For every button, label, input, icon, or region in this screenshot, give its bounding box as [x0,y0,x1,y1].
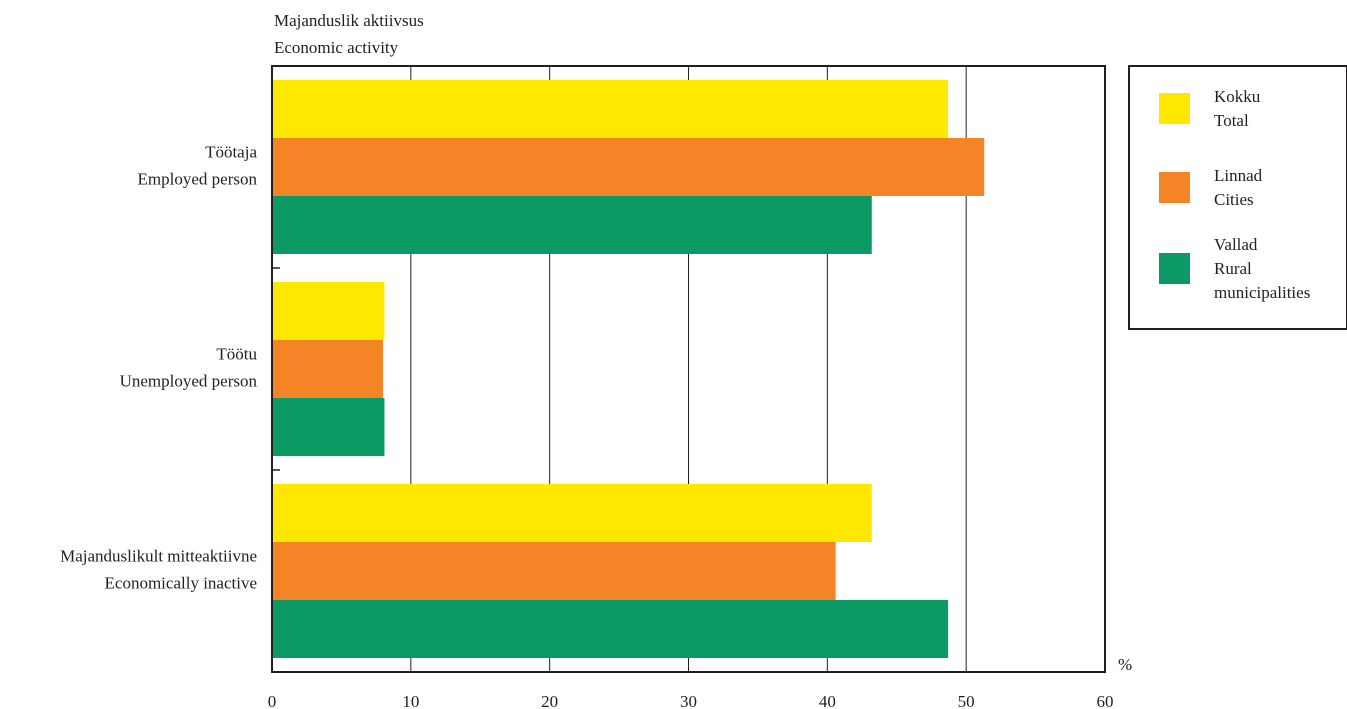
x-tick-label: 30 [680,692,697,709]
y-axis-title-line-1: Majanduslik aktiivsus [274,11,424,30]
plot-frame [271,65,1106,673]
bars [273,80,985,658]
x-tick-label: 40 [819,692,836,709]
legend-frame [1128,65,1347,330]
legend: Kokku Total Linnad Cities Vallad Rural municip… [1128,65,1347,330]
bar [273,138,985,196]
bar [273,340,384,398]
legend-label: Cities [1214,190,1254,209]
bar [273,542,836,600]
category-label: Economically inactive [105,574,257,593]
legend-label: Rural [1214,259,1252,278]
x-tick-labels: 0 10 20 30 40 50 60 [268,692,1114,709]
legend-swatch [1159,172,1190,203]
x-tick-label: 50 [958,692,975,709]
category-separators [272,267,280,471]
x-unit-label: % [1118,655,1132,674]
legend-label: municipalities [1214,283,1310,302]
legend-swatch [1159,93,1190,124]
x-tick-label: 20 [541,692,558,709]
bar [273,196,872,254]
category-labels: Töötaja Employed person Töötu Unemployed pe… [60,143,257,593]
bar [273,282,385,340]
x-tick-label: 60 [1097,692,1114,709]
legend-label: Linnad [1214,166,1263,185]
category-label: Majanduslikult mitteaktiivne [60,547,257,566]
bar [273,398,385,456]
category-label: Unemployed person [120,372,258,391]
y-axis-title-line-2: Economic activity [274,38,399,57]
legend-label: Kokku [1214,87,1261,106]
x-tick-label: 0 [268,692,277,709]
legend-label: Vallad [1214,235,1258,254]
bar [273,80,949,138]
legend-label: Total [1214,111,1249,130]
x-tick-label: 10 [402,692,419,709]
legend-swatch [1159,253,1190,284]
bar [273,600,949,658]
category-label: Töötu [216,345,257,364]
category-label: Töötaja [205,143,257,162]
category-label: Employed person [138,170,258,189]
bar [273,484,872,542]
